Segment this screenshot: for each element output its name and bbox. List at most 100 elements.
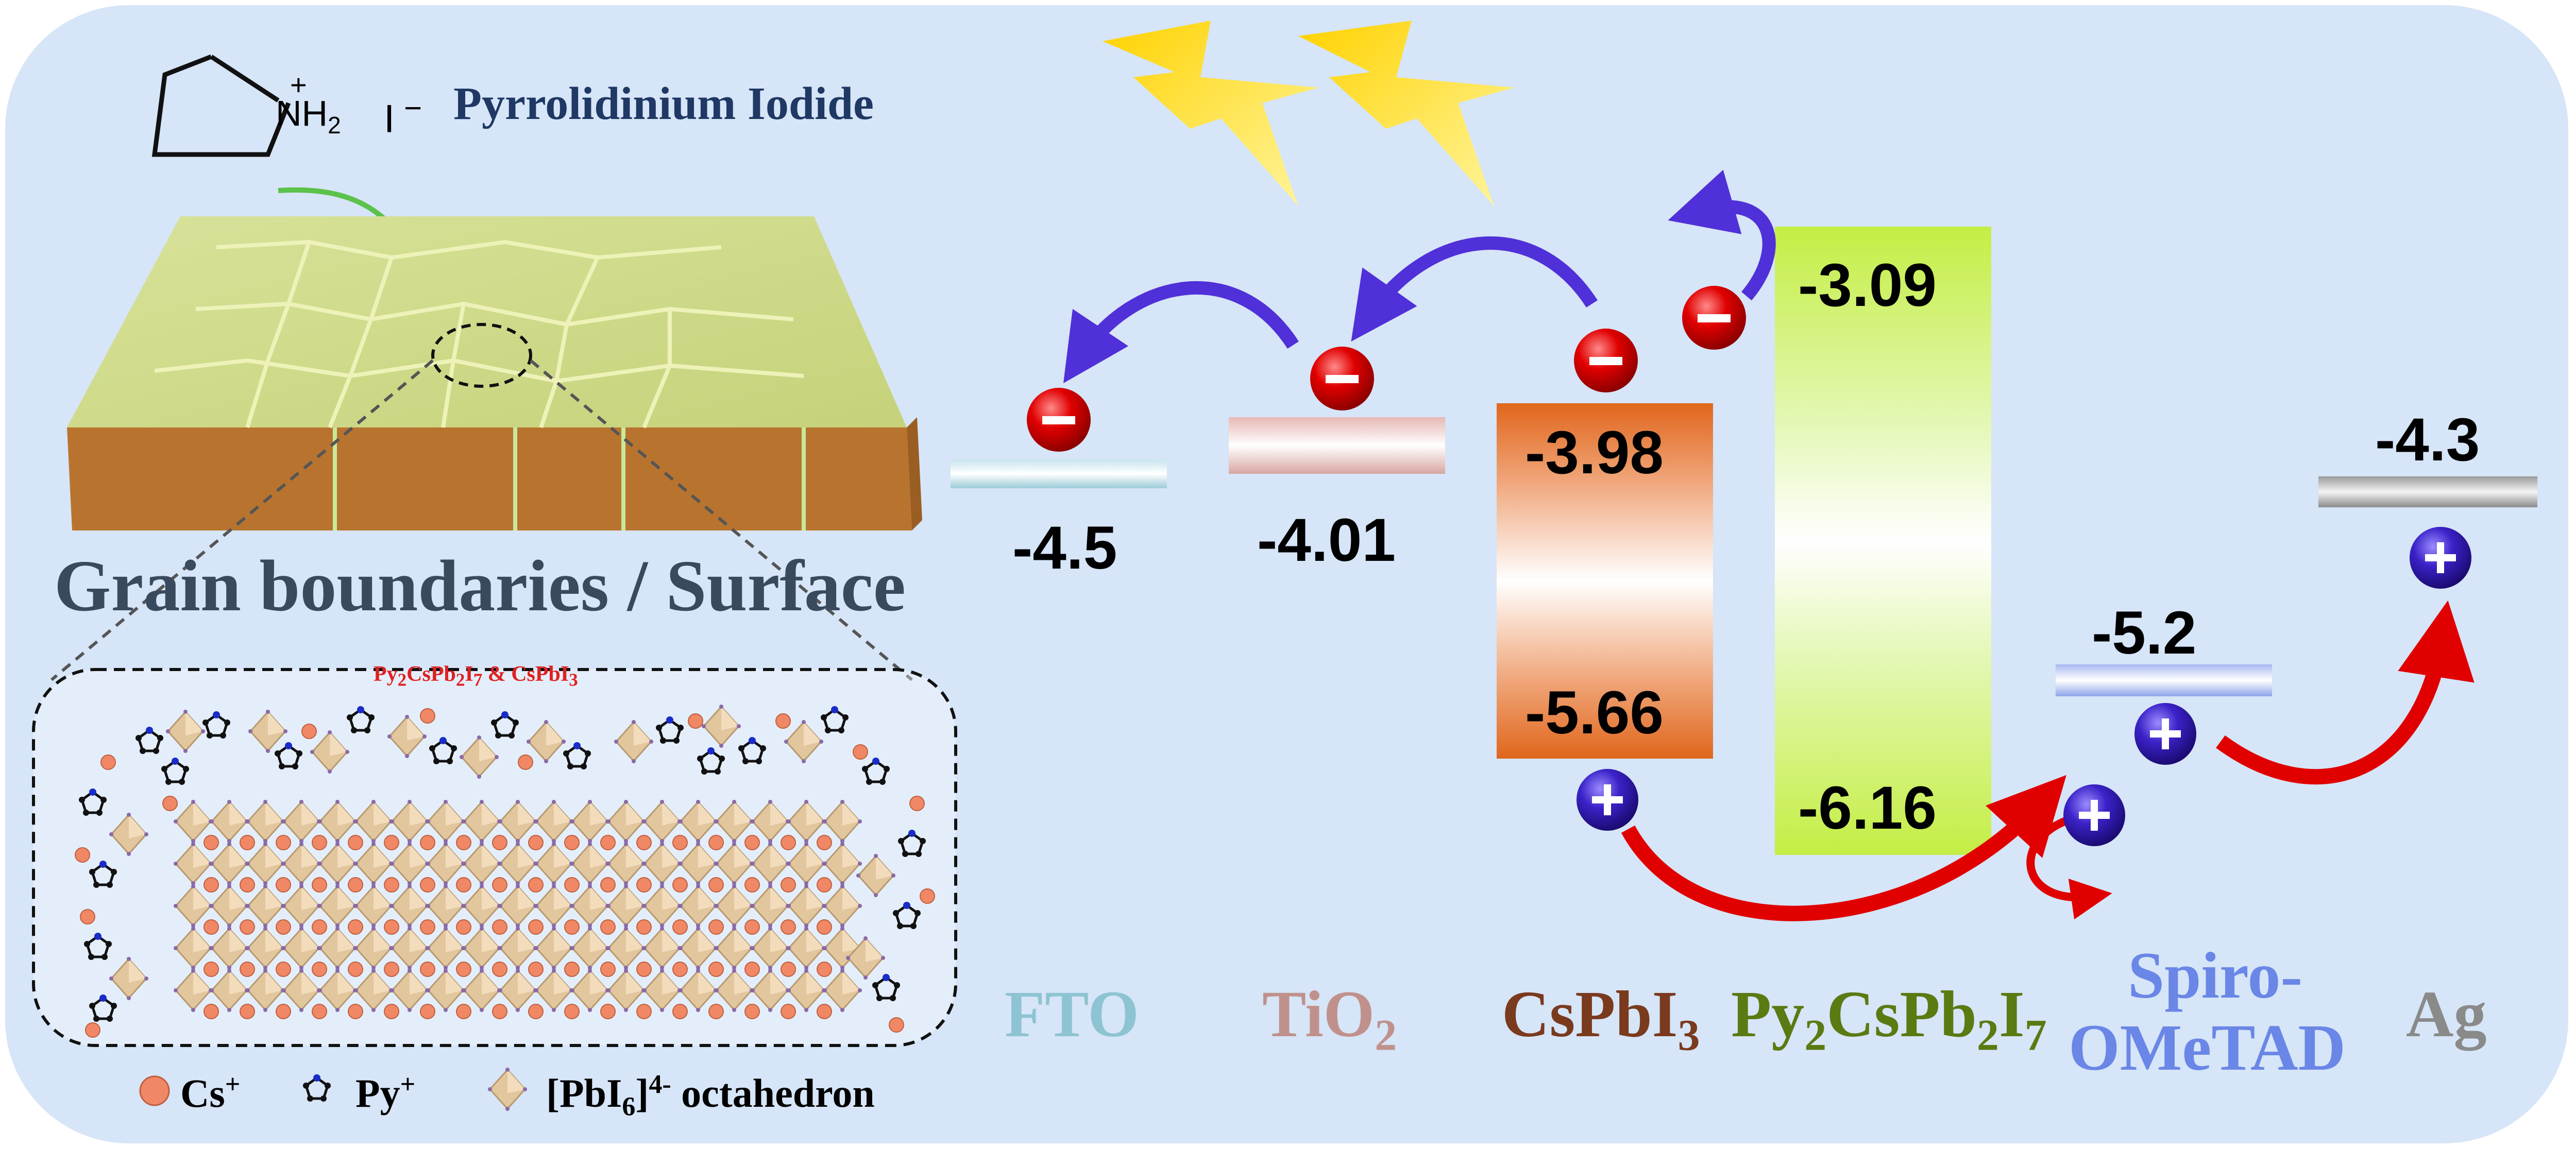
cation-charge: + — [290, 68, 307, 101]
cs-ion — [240, 962, 255, 977]
anion-symbol: I — [384, 97, 395, 141]
cs-ion — [420, 708, 435, 724]
molecule-cation-label: + NH2 — [276, 68, 341, 139]
electron-arrow-cspbi3-to-tio2 — [1351, 236, 1598, 342]
cs-ion — [636, 1004, 652, 1019]
zoom-circle — [431, 323, 532, 388]
cspbi3-cb-value: -3.98 — [1525, 419, 1664, 487]
py-cb-value: -3.09 — [1798, 251, 1937, 319]
cs-ion — [564, 1004, 580, 1019]
cs-ion — [204, 962, 219, 977]
molecule-anion-label: I − — [384, 90, 422, 141]
cs-ion — [301, 724, 317, 739]
cs-ion — [384, 835, 399, 850]
octahedron-icon — [487, 1067, 528, 1112]
cs-ion — [636, 962, 652, 977]
cs-ion — [276, 877, 291, 893]
perovskite-film — [67, 216, 922, 530]
cs-ion — [744, 962, 760, 977]
cation-subscript: 2 — [328, 112, 341, 139]
cs-ion — [420, 962, 435, 977]
cs-ion — [276, 835, 291, 850]
cs-ion — [920, 888, 935, 904]
electron-cspbi3 — [1574, 329, 1638, 392]
cs-ion — [817, 919, 832, 935]
hole-ag — [2410, 527, 2471, 589]
grain-boundaries-caption: Grain boundaries / Surface — [54, 545, 906, 626]
molecule-name: Pyrrolidinium Iodide — [453, 78, 874, 129]
cs-ion — [564, 962, 580, 977]
cspbi3-vb-value: -5.66 — [1525, 679, 1664, 747]
cs-ion — [420, 877, 435, 893]
zoom-guide-right — [530, 359, 913, 681]
cs-ion — [744, 835, 760, 850]
cs-ion — [240, 835, 255, 850]
zoom-guide-left — [50, 359, 434, 681]
cs-ion — [420, 919, 435, 935]
cs-ion — [312, 962, 327, 977]
cs-ion — [456, 919, 471, 935]
cs-ion — [672, 919, 688, 935]
cs-ion — [276, 962, 291, 977]
hole-cspbi3 — [1577, 769, 1638, 831]
cs-ion — [636, 877, 652, 893]
ag-energy-value: -4.3 — [2375, 406, 2480, 474]
cs-ion — [240, 919, 255, 935]
cs-ion — [528, 835, 544, 850]
tio2-label: TiO2 — [1262, 977, 1397, 1060]
cs-ion — [456, 962, 471, 977]
cs-ion — [312, 919, 327, 935]
cs-ion — [384, 877, 399, 893]
cs-ion — [312, 877, 327, 893]
cs-ion — [348, 962, 363, 977]
cs-ion — [600, 962, 616, 977]
electron-fto — [1027, 388, 1091, 452]
electron-arrow-tio2-to-fto — [1063, 281, 1299, 384]
lightning-bolt-1 — [1103, 21, 1319, 206]
cs-ion — [80, 909, 95, 924]
cs-ion — [744, 877, 760, 893]
hole-spiro-lower — [2063, 784, 2125, 846]
inset-phase-caption: Py2CsPb2I7 & CsPbI3 — [374, 662, 578, 690]
electron-tio2 — [1310, 347, 1374, 410]
cs-ion — [384, 962, 399, 977]
cs-ion — [600, 1004, 616, 1019]
cs-ion — [817, 835, 832, 850]
py-vb-value: -6.16 — [1798, 774, 1937, 842]
cs-ion — [781, 877, 796, 893]
cs-ion — [240, 877, 255, 893]
cs-ion — [276, 1004, 291, 1019]
cs-ion — [384, 1004, 399, 1019]
cs-ion — [204, 1004, 219, 1019]
cs-ion — [456, 877, 471, 893]
cs-ion — [492, 877, 507, 893]
cs-ion — [518, 754, 533, 770]
spiro-level-bar — [2056, 664, 2272, 696]
cs-ion — [889, 1017, 904, 1033]
cs-ion — [348, 835, 363, 850]
cs-ion — [672, 877, 688, 893]
ag-label: Ag — [2406, 977, 2487, 1051]
cs-ion — [162, 796, 178, 811]
cs-ion — [492, 919, 507, 935]
cs-ion — [708, 919, 724, 935]
cs-ion — [456, 1004, 471, 1019]
electron-arrow-py-loop — [1668, 169, 1776, 301]
cs-ion — [672, 835, 688, 850]
cs-ion — [817, 877, 832, 893]
py2cspb2i7-label: Py2CsPb2I7 — [1731, 977, 2047, 1060]
cs-ion — [348, 919, 363, 935]
cs-ion — [75, 847, 90, 863]
cs-ion — [348, 1004, 363, 1019]
cs-ion — [909, 796, 925, 811]
cs-ion — [85, 1022, 100, 1038]
cs-ion — [456, 835, 471, 850]
cs-ion — [240, 1004, 255, 1019]
cs-ion — [492, 835, 507, 850]
cs-ion — [384, 919, 399, 935]
cs-ion — [312, 1004, 327, 1019]
cs-ion — [708, 962, 724, 977]
cs-ion — [492, 962, 507, 977]
cs-ion — [492, 1004, 507, 1019]
cs-ion — [528, 919, 544, 935]
